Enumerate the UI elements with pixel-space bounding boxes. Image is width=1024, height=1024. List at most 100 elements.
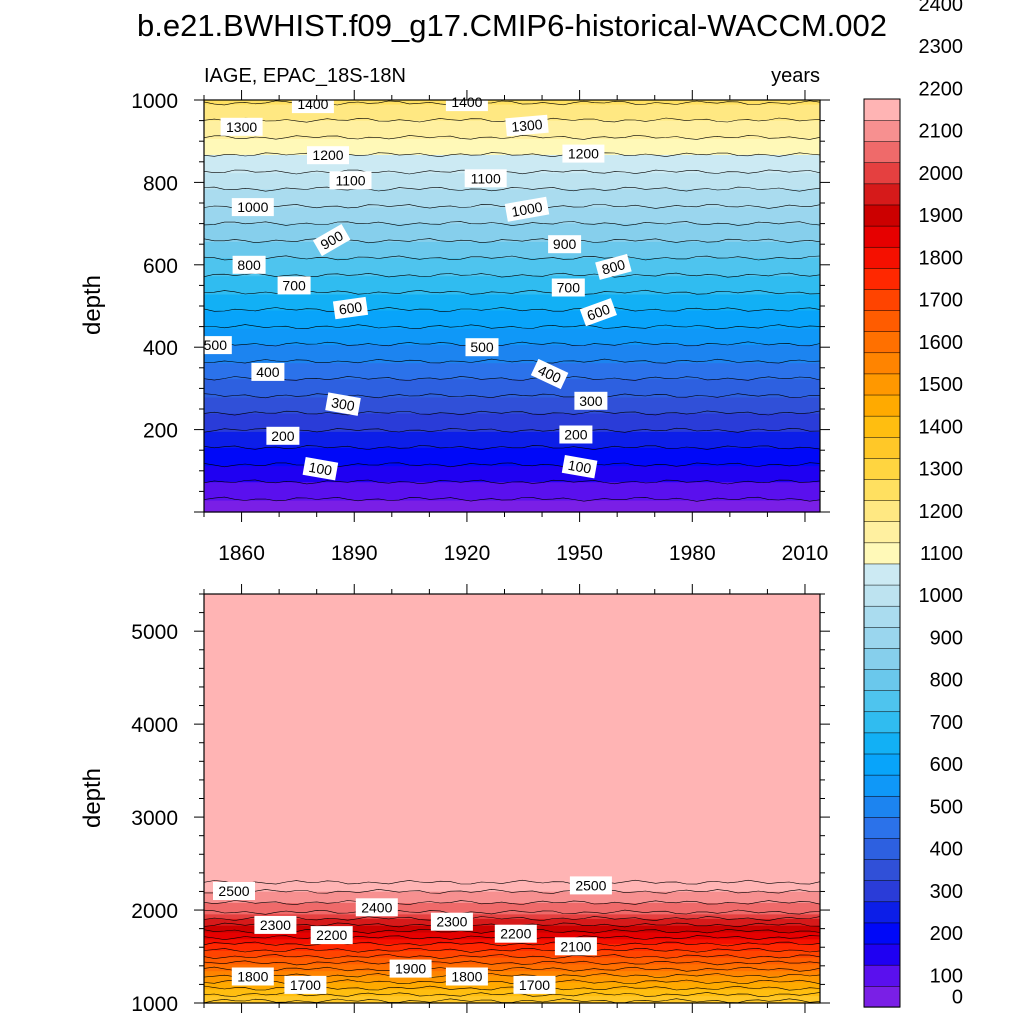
contour-label-box: [325, 392, 361, 416]
colorbar-box: [863, 753, 901, 776]
contour-label-box: [198, 336, 232, 355]
contour-label-box: [554, 937, 597, 956]
contour-line: [203, 410, 821, 416]
colorbar-box: [863, 943, 901, 966]
contour-label: 1100: [329, 171, 372, 190]
contour-label-box: [465, 338, 499, 357]
x-tick-label: 1860: [218, 542, 265, 565]
y-tick-label: 1000: [131, 993, 178, 1016]
colorbar-label: 0: [952, 986, 963, 1008]
contour-line: [203, 221, 821, 226]
contour-band: [204, 328, 820, 346]
contour-label: 1800: [445, 967, 488, 986]
contour-label: 300: [325, 392, 361, 416]
colorbar-box: [863, 98, 901, 121]
contour-label-text: 2500: [575, 877, 606, 893]
contour-label: 2300: [254, 915, 297, 934]
contour-label-text: 1200: [568, 146, 599, 162]
colorbar-box: [863, 436, 901, 459]
contour-band: [204, 379, 820, 399]
contour-label: 500: [465, 338, 499, 357]
contour-label-box: [595, 253, 632, 280]
contour-band: [204, 447, 820, 467]
colorbar-box: [863, 901, 901, 924]
figure-title: b.e21.BWHIST.f09_g17.CMIP6-historical-WA…: [137, 8, 887, 43]
contour-band: [204, 363, 820, 380]
contour-label-text: 1700: [519, 977, 550, 993]
contour-label-text: 700: [282, 277, 306, 293]
x-tick-label: 2010: [782, 542, 829, 565]
colorbar-box: [863, 880, 901, 903]
contour-band: [204, 918, 820, 927]
contour-label-text: 400: [256, 364, 280, 380]
bottom-contour-labels: 1800 1700 1900 1800 1700 2300 2200 2400 2300 2200…: [213, 876, 612, 994]
contour-label: 1000: [504, 196, 550, 222]
contour-band: [204, 482, 820, 502]
contour-label-text: 1100: [335, 172, 365, 188]
contour-line: [203, 427, 821, 433]
contour-label-text: 1200: [312, 147, 343, 163]
contour-label-text: 900: [553, 236, 577, 252]
contour-line: [203, 909, 821, 915]
contour-label-box: [494, 924, 537, 943]
colorbar-label: 2000: [919, 163, 964, 185]
contour-line: [203, 960, 821, 966]
colorbar-box: [863, 816, 901, 839]
colorbar-label: 1000: [919, 585, 964, 607]
colorbar-label: 500: [930, 796, 963, 818]
colorbar-box: [863, 563, 901, 586]
contour-label-box: [561, 454, 598, 479]
contour-label-box: [307, 146, 349, 165]
contour-band: [204, 100, 820, 106]
contour-label-text: 1400: [297, 96, 328, 112]
contour-label-text: 700: [557, 280, 581, 296]
contour-label-text: 600: [585, 301, 613, 324]
contour-band: [204, 189, 820, 209]
contour-label-box: [389, 959, 432, 978]
contour-line: [203, 169, 821, 175]
colorbar-box: [863, 922, 901, 945]
colorbar-label: 1100: [920, 543, 963, 565]
colorbar-box: [863, 204, 901, 227]
contour-label: 2200: [494, 924, 537, 943]
contour-line: [203, 393, 821, 399]
contour-label-box: [231, 198, 274, 217]
colorbar-box: [863, 668, 901, 691]
contour-label-box: [302, 456, 339, 481]
contour-label-box: [254, 915, 297, 934]
contour-line: [203, 376, 821, 381]
contour-band: [204, 466, 820, 483]
contour-label-box: [464, 169, 507, 188]
contour-label: 100: [561, 454, 598, 479]
colorbar-box: [863, 119, 901, 142]
contour-band: [204, 957, 820, 965]
contour-label-text: 500: [204, 337, 228, 353]
contour-label: 800: [595, 253, 632, 280]
contour-band: [204, 294, 820, 312]
contour-label-text: 1700: [290, 977, 321, 993]
contour-label-box: [329, 171, 372, 190]
contour-band: [204, 914, 820, 920]
contour-label-box: [513, 975, 556, 994]
contour-band: [204, 982, 820, 990]
contour-label: 2200: [310, 926, 353, 945]
colorbar-label: 2200: [919, 78, 964, 100]
colorbar-box: [863, 267, 901, 290]
contour-label: 700: [551, 278, 585, 297]
y-tick-label: 1000: [131, 90, 178, 113]
y-tick-label: 400: [143, 337, 178, 360]
contour-label: 1100: [464, 169, 507, 188]
y-tick-label: 2000: [131, 900, 178, 923]
contour-label: 1300: [220, 117, 263, 136]
contour-label-text: 1800: [451, 969, 482, 985]
colorbar-box: [863, 457, 901, 480]
contour-label-box: [312, 224, 351, 257]
contour-label-box: [530, 358, 569, 390]
contour-label-text: 1300: [511, 116, 544, 135]
contour-band: [204, 971, 820, 977]
contour-label-box: [251, 362, 285, 381]
y-tick-label: 5000: [131, 621, 178, 644]
top-x-ticks: 1860 1890 1920 1950 1980 2010: [203, 90, 829, 565]
